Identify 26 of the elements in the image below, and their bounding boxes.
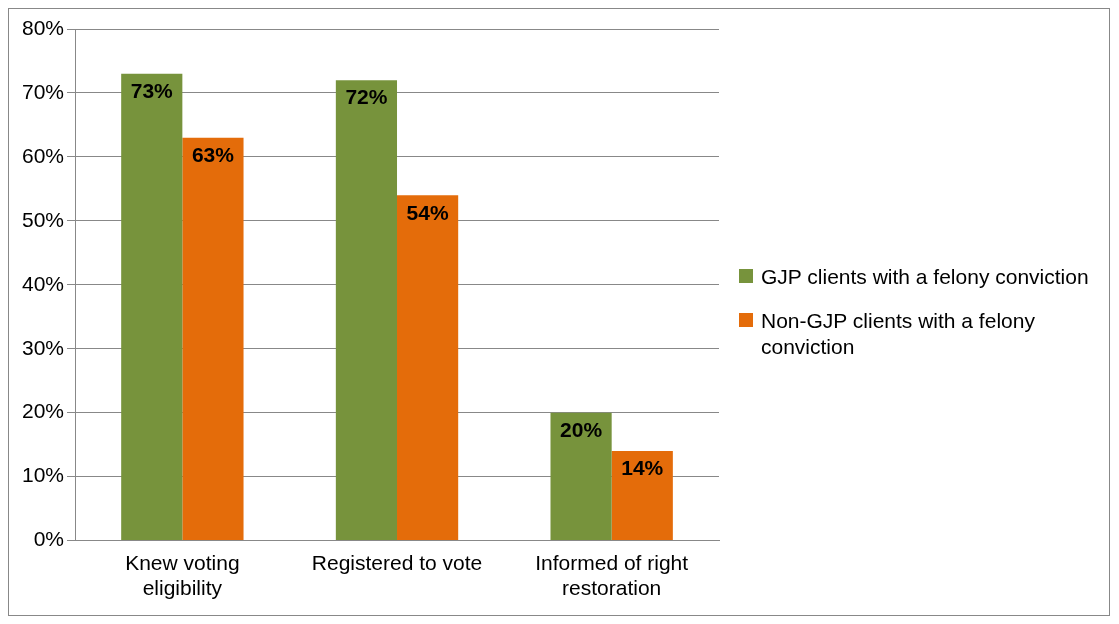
- y-tick-label: 80%: [22, 15, 65, 39]
- data-label: 54%: [406, 200, 449, 224]
- y-tick-label: 10%: [22, 463, 65, 487]
- x-tick-label: Knew voting eligibility: [125, 551, 240, 600]
- y-tick-label: 70%: [22, 79, 65, 103]
- legend-label: Non-GJP clients with a felony conviction: [761, 308, 1036, 360]
- data-label: 73%: [130, 79, 174, 103]
- bar: [397, 195, 459, 541]
- y-tick-label: 60%: [22, 143, 65, 167]
- legend-label: GJP clients with a felony conviction: [761, 264, 1089, 290]
- data-label: 20%: [560, 418, 603, 441]
- y-tick-label: 30%: [22, 335, 65, 359]
- y-tick-label: 40%: [22, 271, 65, 295]
- bar: [611, 451, 673, 541]
- y-tick-label: 50%: [22, 207, 65, 231]
- data-label: 63%: [191, 143, 235, 167]
- bar: [335, 80, 398, 541]
- x-tick-label: Registered to vote: [311, 551, 483, 574]
- bar: [550, 412, 612, 541]
- x-tick-label: Informed of right restoration: [535, 551, 689, 600]
- bar: [121, 73, 183, 541]
- data-label: 72%: [345, 85, 388, 109]
- data-label: 14%: [621, 456, 664, 480]
- bar: [182, 137, 244, 541]
- y-tick-label: 0%: [33, 527, 65, 551]
- y-tick-label: 20%: [22, 399, 65, 423]
